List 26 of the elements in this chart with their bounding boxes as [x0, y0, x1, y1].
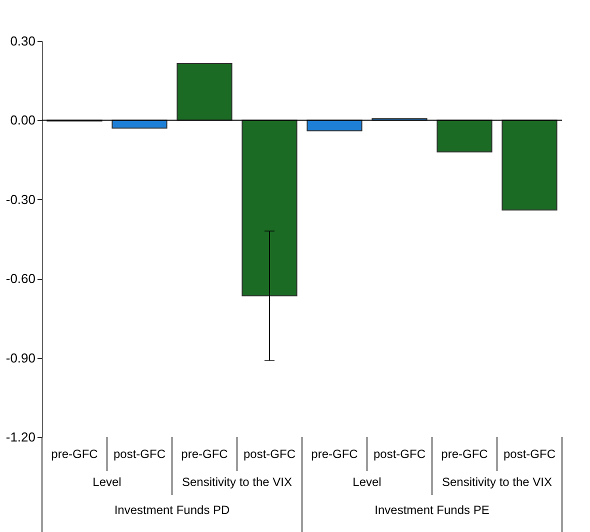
text: Sensitivity to the VIX [182, 475, 292, 489]
bar [112, 120, 168, 129]
y-tick-label: 0.00 [10, 112, 36, 128]
x-tick-label: pre-GFC [181, 447, 228, 461]
text: Investment Funds PE [374, 503, 490, 517]
bar [242, 120, 298, 296]
x-tick-label: pre-GFC [441, 447, 488, 461]
x-tick-label: post-GFC [113, 447, 166, 461]
y-tick-label: -0.30 [6, 192, 36, 207]
y-tick-label: 0.30 [10, 34, 36, 48]
x-tick-label: pre-GFC [311, 447, 358, 461]
text: Level [92, 475, 122, 489]
x-tick-label: pre-GFC [51, 447, 98, 461]
text: Sensitivity to the VIX [442, 475, 552, 489]
bar [306, 120, 362, 132]
x-tick-label: post-GFC [503, 447, 556, 461]
bar [176, 62, 232, 121]
x-tick-label: post-GFC [243, 447, 296, 461]
bar [502, 120, 558, 210]
x-tick-label: post-GFC [373, 447, 426, 461]
y-tick-label: -0.90 [6, 350, 36, 366]
y-tick-label: -1.20 [6, 430, 36, 444]
y-tick-label: -0.60 [6, 271, 36, 286]
text: Level [352, 475, 382, 489]
text: Investment Funds PD [114, 503, 230, 517]
bar [436, 120, 492, 152]
